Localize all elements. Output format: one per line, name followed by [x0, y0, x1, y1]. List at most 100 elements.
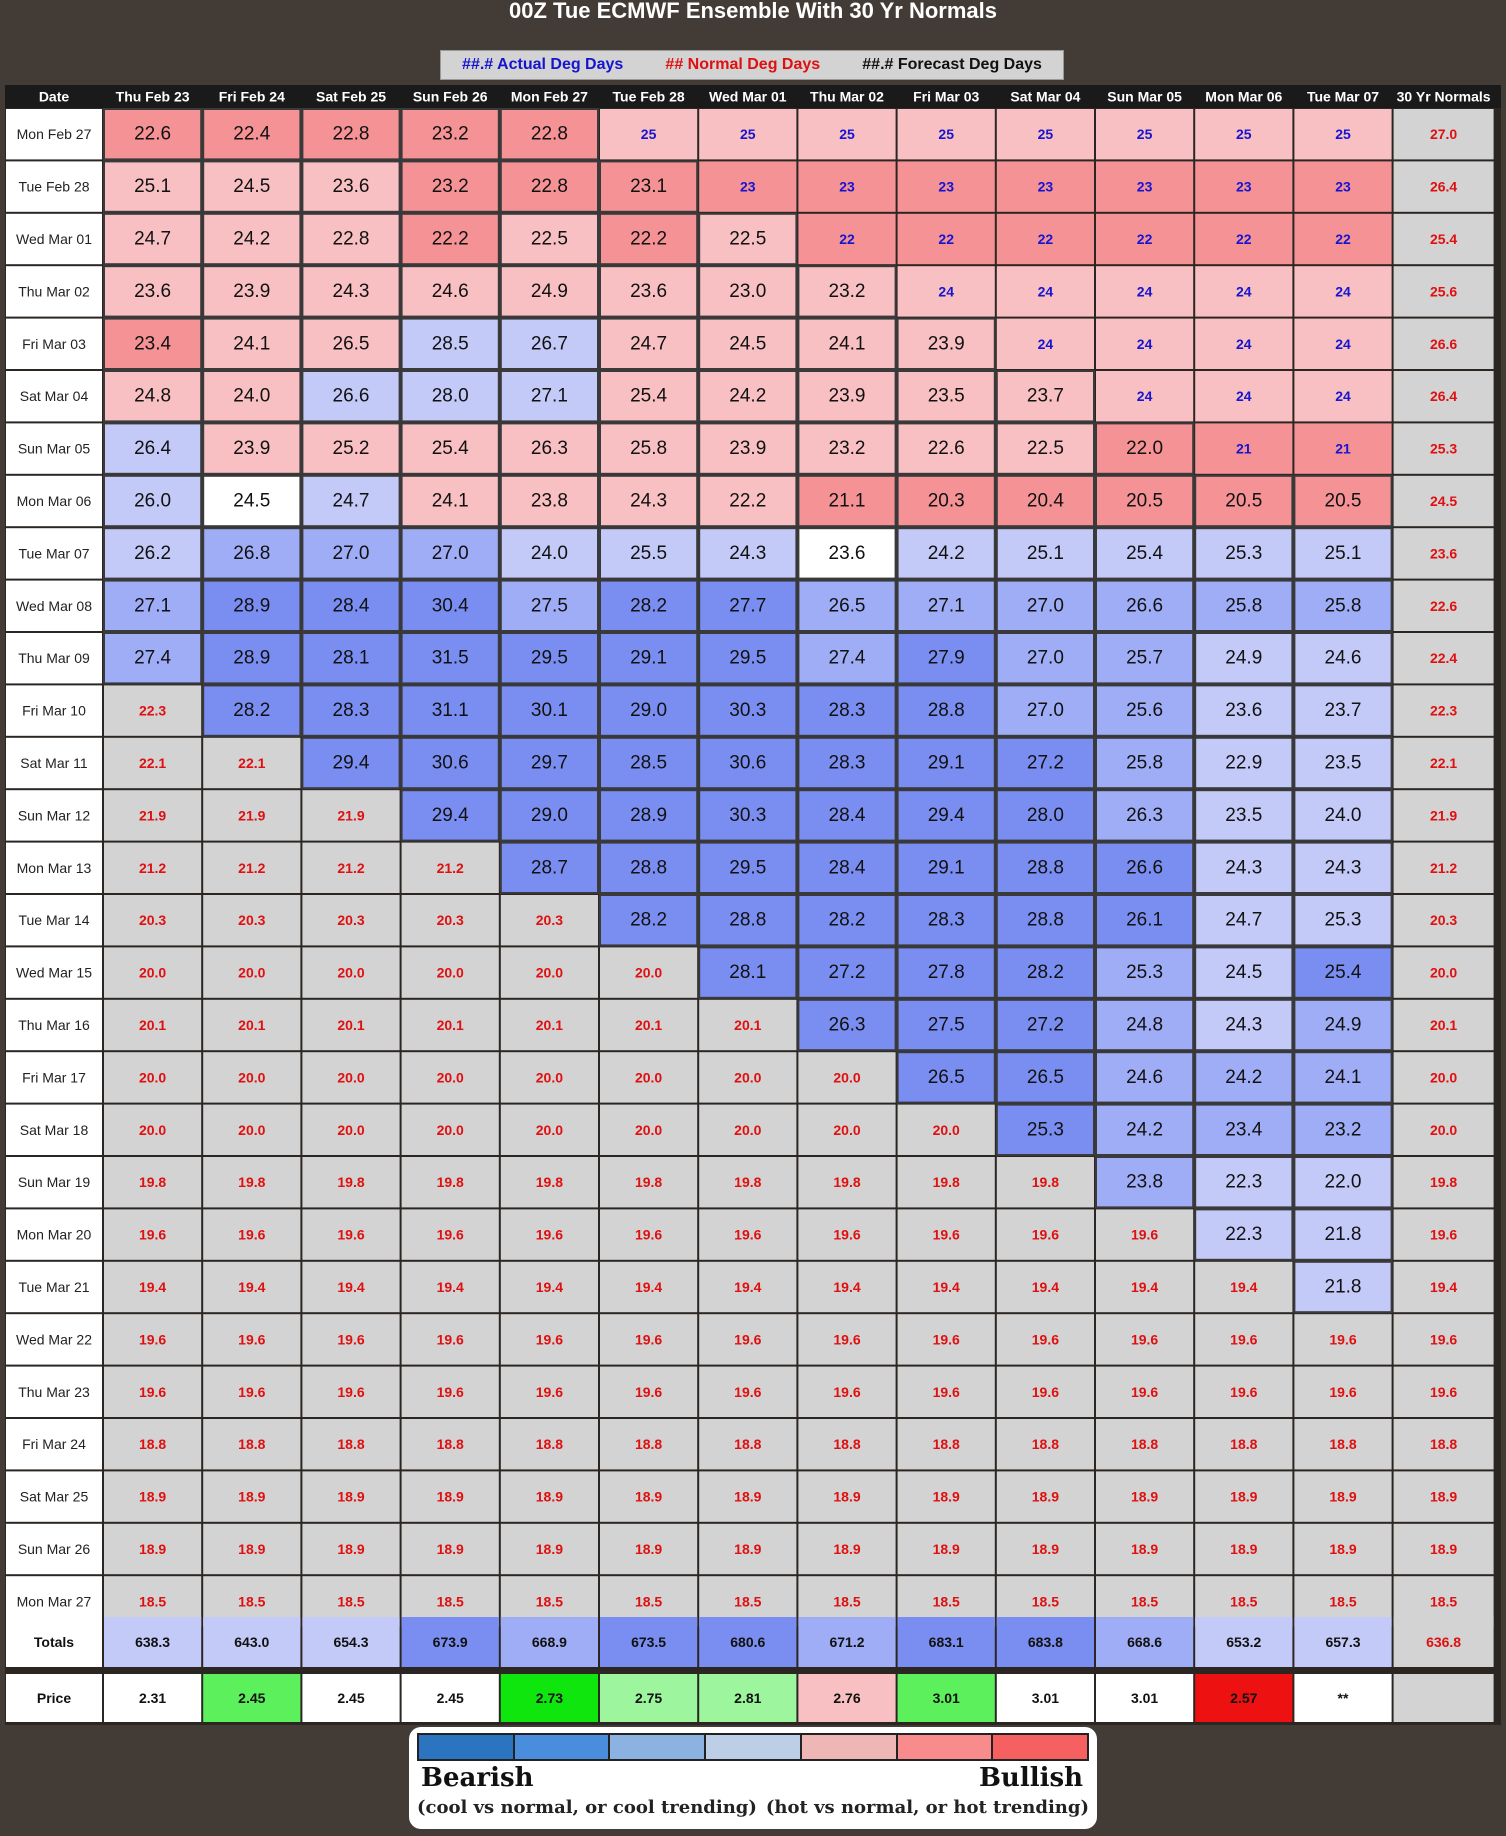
- cell-value: 28.8: [630, 857, 667, 878]
- degree-day-cell: [896, 894, 996, 947]
- degree-day-cell: [698, 212, 798, 266]
- degree-day-cell: [699, 1261, 797, 1313]
- cell-value: 19.4: [734, 1279, 761, 1295]
- degree-day-cell: [797, 474, 897, 528]
- degree-day-cell: [401, 1209, 499, 1260]
- row-date-label: Wed Mar 22: [16, 1331, 92, 1347]
- degree-day-cell: [1194, 789, 1294, 842]
- cell-value: 20.0: [337, 1069, 364, 1085]
- degree-day-cell: [1095, 789, 1195, 842]
- degree-day-cell: [897, 1104, 995, 1155]
- degree-day-cell: [1096, 1261, 1194, 1313]
- degree-day-cell: [1096, 318, 1194, 369]
- cell-value: 19.8: [734, 1174, 761, 1190]
- cell-value: 25.3: [1225, 543, 1262, 564]
- cell-value: 23.2: [829, 438, 866, 459]
- degree-day-cell: [896, 684, 996, 737]
- cell-value: 28.9: [233, 595, 270, 616]
- degree-day-cell: [1195, 1261, 1293, 1313]
- degree-day-cell: [797, 265, 897, 318]
- cell-value: 27.9: [928, 648, 965, 669]
- cell-value: 24.6: [1325, 648, 1362, 669]
- degree-day-cell: [996, 161, 1094, 212]
- cell-value: 18.5: [337, 1593, 364, 1609]
- cell-value: 18.9: [536, 1489, 563, 1505]
- degree-day-cell: [302, 1366, 400, 1417]
- degree-day-cell: [897, 213, 995, 265]
- cell-value: 22: [938, 231, 954, 247]
- cell-value: 23: [938, 179, 954, 195]
- degree-day-cell: [897, 1366, 995, 1417]
- cell-value: 24.1: [829, 333, 866, 354]
- cell-value: 24: [1335, 336, 1351, 352]
- cell-value: 18.9: [1230, 1541, 1257, 1557]
- cell-value: 28.4: [829, 805, 866, 826]
- degree-day-cell: [600, 1261, 698, 1313]
- degree-day-cell: [302, 790, 400, 841]
- degree-day-cell: [600, 1052, 698, 1103]
- cell-value: 18.9: [1032, 1489, 1059, 1505]
- cell-value: 23.2: [432, 124, 469, 145]
- cell-value: 22: [839, 231, 855, 247]
- cell-value: 20.0: [437, 1122, 464, 1138]
- cell-value: 19.6: [833, 1227, 860, 1243]
- degree-day-cell: [798, 1523, 896, 1575]
- cell-value: 28.8: [1027, 910, 1064, 931]
- degree-day-cell: [699, 1157, 797, 1208]
- date-cell: [6, 895, 102, 946]
- cell-value: 26.6: [1126, 857, 1163, 878]
- cell-value: 22.1: [238, 755, 265, 771]
- column-header: Sat Feb 25: [316, 89, 386, 105]
- cell-value: 27.0: [1027, 595, 1064, 616]
- cell-value: 25.1: [134, 176, 171, 197]
- normal-cell: [1393, 161, 1494, 212]
- cell-value: 22.2: [630, 229, 667, 250]
- cell-value: 26.6: [333, 386, 370, 407]
- degree-day-cell: [698, 841, 798, 894]
- price-label: Price: [37, 1690, 71, 1706]
- degree-day-cell: [996, 1419, 1094, 1470]
- cell-value: 28.3: [829, 700, 866, 721]
- cell-value: 18.8: [337, 1436, 364, 1452]
- date-cell: [6, 685, 102, 736]
- cell-value: 28.1: [333, 648, 370, 669]
- cell-value: 19.6: [139, 1227, 166, 1243]
- normal-cell: [1393, 1314, 1494, 1365]
- degree-day-cell: [103, 212, 203, 266]
- chart-title: 00Z Tue ECMWF Ensemble With 30 Yr Normal…: [509, 0, 997, 23]
- degree-day-cell: [798, 1366, 896, 1417]
- degree-day-cell: [499, 789, 599, 842]
- degree-day-cell: [499, 841, 599, 894]
- price-cell: [1096, 1674, 1194, 1722]
- cell-value: 20.0: [833, 1069, 860, 1085]
- cell-value: 18.9: [139, 1489, 166, 1505]
- cell-value: 24.2: [729, 386, 766, 407]
- cell-value: 24.1: [233, 333, 270, 354]
- date-cell: [6, 371, 102, 422]
- degree-day-cell: [103, 632, 203, 685]
- degree-day-cell: [203, 1157, 301, 1208]
- cell-value: 23: [1236, 179, 1252, 195]
- cell-value: 19.6: [437, 1331, 464, 1347]
- normal-cell: [1393, 266, 1494, 317]
- cell-value: 18.9: [536, 1541, 563, 1557]
- degree-day-cell: [897, 1157, 995, 1208]
- degree-day-cell: [798, 1314, 896, 1365]
- normal-value: 18.5: [1430, 1593, 1457, 1609]
- cell-value: 26.8: [233, 543, 270, 564]
- degree-day-cell: [1195, 371, 1293, 422]
- degree-day-cell: [499, 422, 599, 475]
- degree-day-cell: [798, 109, 896, 160]
- degree-day-cell: [1096, 1523, 1194, 1575]
- degree-day-cell: [797, 632, 897, 685]
- legend: ##.# Actual Deg Days ## Normal Deg Days …: [440, 50, 1064, 80]
- degree-day-cell: [897, 266, 995, 317]
- degree-day-cell: [1195, 1366, 1293, 1417]
- normal-cell: [1393, 1104, 1494, 1155]
- column-header: Fri Mar 03: [913, 89, 979, 105]
- cell-value: 25.1: [1027, 543, 1064, 564]
- cell-value: 29.1: [928, 857, 965, 878]
- cell-value: 25.8: [1225, 595, 1262, 616]
- degree-day-cell: [1194, 894, 1294, 947]
- degree-day-cell: [301, 579, 401, 633]
